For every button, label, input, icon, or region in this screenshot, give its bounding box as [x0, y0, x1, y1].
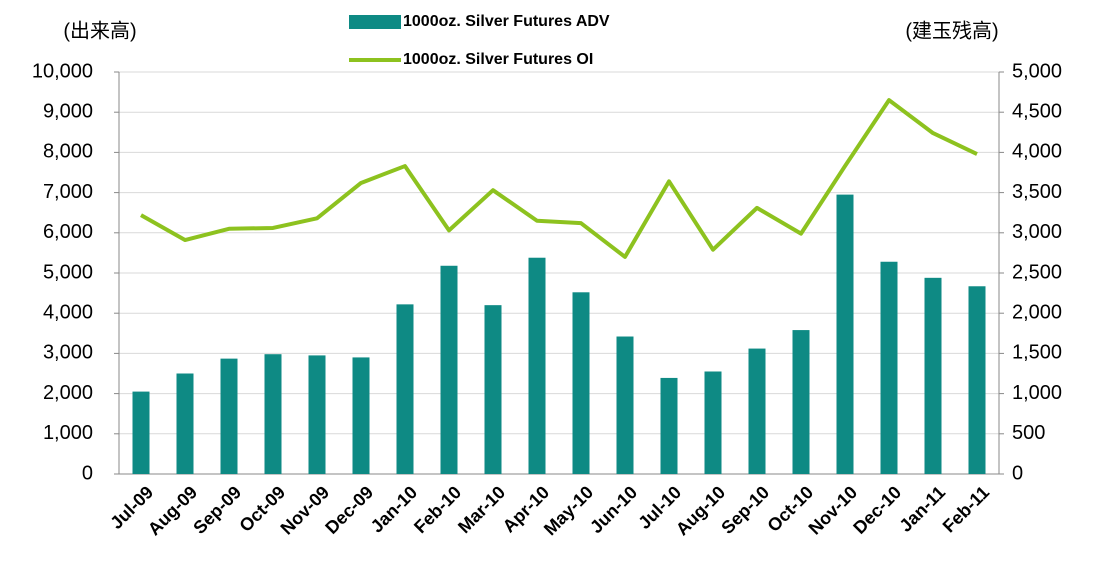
y-tick-label: 0 — [82, 462, 93, 484]
y-tick-label: 1,000 — [43, 422, 93, 444]
legend-label: 1000oz. Silver Futures ADV — [403, 13, 610, 30]
x-tick-label: May-10 — [540, 482, 597, 539]
y2-tick-label: 1,000 — [1012, 382, 1062, 404]
x-tick-label: Aug-10 — [672, 482, 729, 539]
x-tick-label: Nov-09 — [277, 482, 334, 539]
legend-swatch — [349, 15, 401, 29]
y-tick-label: 7,000 — [43, 181, 93, 203]
x-tick-label: Jan-10 — [367, 482, 421, 536]
x-tick-label: Jan-11 — [895, 482, 949, 536]
y-axis-label: (出来高) — [63, 19, 136, 42]
bar — [836, 194, 854, 475]
bar — [352, 357, 370, 474]
bar — [572, 292, 590, 474]
x-tick-label: Mar-10 — [454, 482, 509, 537]
bar — [616, 336, 634, 474]
y2-tick-label: 2,500 — [1012, 261, 1062, 283]
y-tick-label: 9,000 — [43, 100, 93, 122]
bar — [264, 354, 282, 474]
bar — [220, 358, 238, 474]
y2-tick-label: 0 — [1012, 462, 1023, 484]
y2-tick-label: 3,500 — [1012, 181, 1062, 203]
y2-tick-label: 4,000 — [1012, 141, 1062, 163]
bar — [528, 257, 546, 474]
y-tick-label: 6,000 — [43, 221, 93, 243]
bar — [484, 305, 502, 474]
x-tick-label: Dec-10 — [849, 482, 905, 538]
bar — [308, 355, 326, 474]
y-tick-label: 5,000 — [43, 261, 93, 283]
y-tick-label: 10,000 — [32, 60, 93, 82]
bar — [968, 286, 986, 474]
y-tick-label: 2,000 — [43, 382, 93, 404]
bar — [924, 277, 942, 474]
y-tick-label: 4,000 — [43, 301, 93, 323]
y2-tick-label: 1,500 — [1012, 342, 1062, 364]
x-tick-label: Nov-10 — [805, 482, 862, 539]
bar — [176, 373, 194, 474]
y2-tick-label: 3,000 — [1012, 221, 1062, 243]
bar — [396, 304, 414, 474]
bar — [748, 348, 766, 474]
bar — [704, 371, 722, 474]
y2-tick-label: 2,000 — [1012, 301, 1062, 323]
legend-label: 1000oz. Silver Futures OI — [403, 51, 593, 68]
line — [140, 98, 978, 259]
x-tick-label: Sep-10 — [717, 482, 773, 538]
y2-axis-label: (建玉残高) — [905, 19, 998, 42]
y2-tick-label: 4,500 — [1012, 100, 1062, 122]
bar — [132, 391, 150, 474]
y-tick-label: 3,000 — [43, 342, 93, 364]
x-tick-label: Jun-10 — [586, 482, 641, 537]
x-tick-label: Feb-11 — [939, 482, 993, 536]
x-tick-label: Feb-10 — [410, 482, 465, 537]
y2-tick-label: 500 — [1012, 422, 1045, 444]
bar — [660, 377, 678, 474]
y2-tick-label: 5,000 — [1012, 60, 1062, 82]
x-tick-label: Sep-09 — [189, 482, 245, 538]
x-tick-label: Dec-09 — [321, 482, 377, 538]
y-tick-label: 8,000 — [43, 141, 93, 163]
x-tick-label: Aug-09 — [144, 482, 201, 539]
bar — [880, 261, 898, 474]
bar — [792, 330, 810, 474]
bar — [440, 265, 458, 474]
